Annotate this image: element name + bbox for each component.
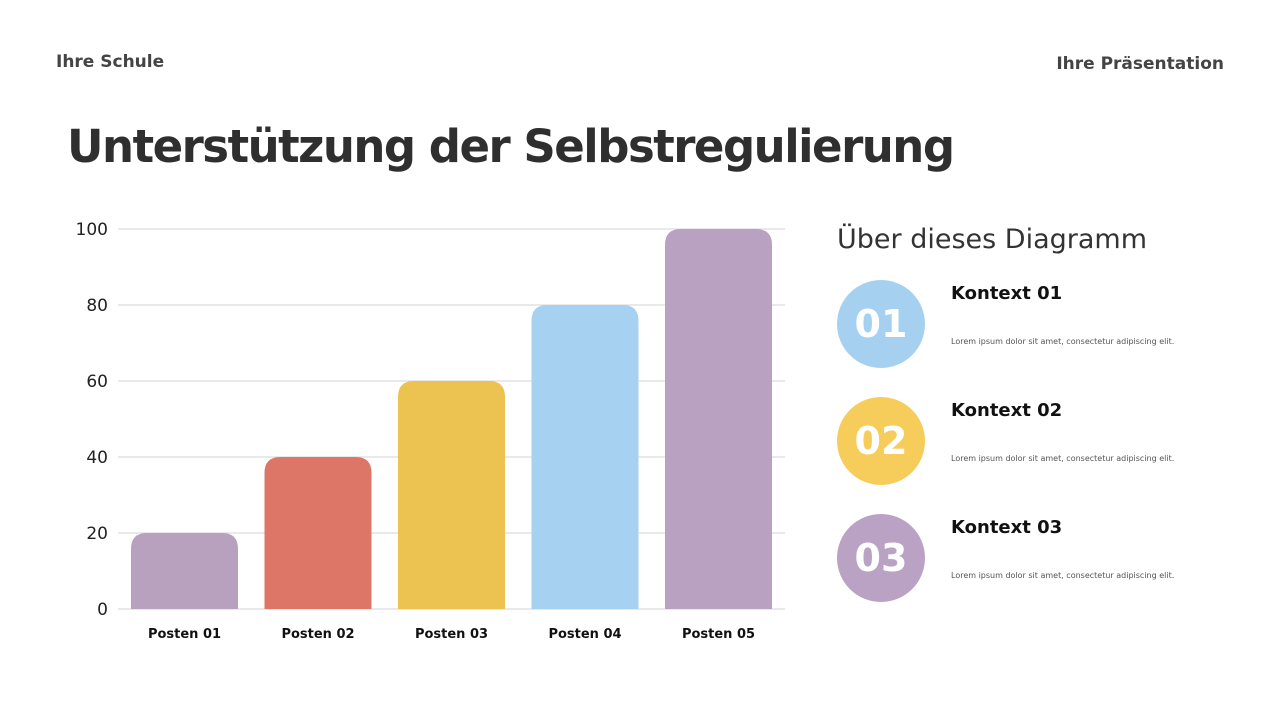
bar [665, 229, 772, 609]
y-tick-label: 20 [86, 524, 108, 544]
context-title: Kontext 01 [951, 283, 1063, 304]
y-tick-label: 100 [76, 220, 108, 240]
bar [264, 457, 372, 609]
y-tick-label: 0 [97, 600, 108, 620]
context-title: Kontext 02 [951, 400, 1063, 421]
presentation-name: Ihre Präsentation [1056, 54, 1224, 74]
context-text: Lorem ipsum dolor sit amet, consectetur … [951, 337, 1175, 346]
x-tick-label: Posten 01 [148, 627, 221, 642]
bar [398, 381, 505, 609]
bar-chart: 0 20 40 60 80 100 Posten 01 Posten 02 Posten 03 P… [76, 220, 785, 642]
page-title: Unterstützung der Selbstregulierung [67, 120, 955, 173]
about-heading: Über dieses Diagramm [837, 224, 1147, 255]
y-tick-label: 80 [86, 296, 108, 316]
context-title: Kontext 03 [951, 517, 1063, 538]
x-tick-label: Posten 03 [415, 627, 488, 642]
bar [531, 305, 639, 609]
context-text: Lorem ipsum dolor sit amet, consectetur … [951, 454, 1175, 463]
context-number-badge: 01 [837, 280, 925, 368]
x-tick-label: Posten 04 [548, 627, 621, 642]
x-tick-label: Posten 05 [682, 627, 755, 642]
context-number-badge: 02 [837, 397, 925, 485]
x-tick-label: Posten 02 [281, 627, 354, 642]
y-tick-label: 40 [86, 448, 108, 468]
bar [131, 533, 238, 609]
y-tick-label: 60 [86, 372, 108, 392]
context-text: Lorem ipsum dolor sit amet, consectetur … [951, 571, 1175, 580]
school-name: Ihre Schule [56, 52, 165, 72]
context-number-badge: 03 [837, 514, 925, 602]
